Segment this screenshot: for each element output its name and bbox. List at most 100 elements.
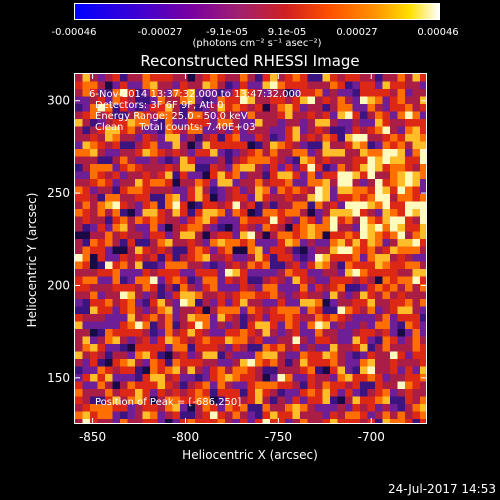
heatmap-cell (315, 329, 324, 338)
heatmap-cell (225, 171, 234, 180)
heatmap-cell (202, 179, 211, 188)
heatmap-cell (210, 224, 219, 233)
heatmap-cell (420, 209, 426, 218)
heatmap-cell (82, 336, 91, 345)
heatmap-cell (105, 216, 114, 225)
heatmap-cell (180, 314, 189, 323)
heatmap-cell (150, 141, 159, 150)
heatmap-cell (157, 351, 166, 360)
heatmap-cell (277, 321, 286, 330)
heatmap-cell (120, 254, 129, 263)
heatmap-cell (225, 276, 234, 285)
heatmap-cell (285, 419, 294, 423)
heatmap-cell (307, 201, 316, 210)
heatmap-cell (172, 411, 181, 420)
heatmap-cell (135, 216, 144, 225)
heatmap-cell (307, 171, 316, 180)
heatmap-cell (322, 216, 331, 225)
heatmap-cell (352, 231, 361, 240)
heatmap-cell (157, 269, 166, 278)
heatmap-cell (187, 134, 196, 143)
heatmap-cell (262, 246, 271, 255)
heatmap-cell (232, 201, 241, 210)
heatmap-cell (217, 411, 226, 420)
heatmap-cell (232, 104, 241, 113)
heatmap-cell (322, 321, 331, 330)
heatmap-cell (345, 389, 354, 398)
heatmap-cell (405, 254, 414, 263)
heatmap-cell (120, 81, 129, 90)
heatmap-cell (247, 171, 256, 180)
heatmap-cell (285, 231, 294, 240)
heatmap-cell (315, 291, 324, 300)
heatmap-cell (120, 74, 129, 83)
heatmap-cell (210, 89, 219, 98)
heatmap-cell (97, 419, 106, 423)
heatmap-cell (352, 276, 361, 285)
heatmap-cell (375, 269, 384, 278)
heatmap-cell (382, 216, 391, 225)
heatmap-cell (217, 156, 226, 165)
heatmap-cell (322, 374, 331, 383)
heatmap-cell (307, 209, 316, 218)
heatmap-cell (405, 111, 414, 120)
heatmap-cell (120, 321, 129, 330)
heatmap-cell (202, 209, 211, 218)
heatmap-cell (262, 366, 271, 375)
heatmap-cell (247, 284, 256, 293)
heatmap-cell (225, 351, 234, 360)
heatmap-cell (292, 179, 301, 188)
heatmap-cell (382, 359, 391, 368)
heatmap-cell (217, 141, 226, 150)
heatmap-cell (112, 389, 121, 398)
heatmap-cell (165, 164, 174, 173)
heatmap-cell (210, 149, 219, 158)
heatmap-cell (337, 231, 346, 240)
heatmap-cell (150, 419, 159, 423)
heatmap-cell (382, 246, 391, 255)
heatmap-cell (142, 351, 151, 360)
heatmap-cell (315, 246, 324, 255)
heatmap-cell (135, 351, 144, 360)
heatmap-cell (127, 164, 136, 173)
heatmap-cell (322, 381, 331, 390)
heatmap-cell (412, 231, 421, 240)
heatmap-cell (367, 381, 376, 390)
heatmap-cell (202, 329, 211, 338)
heatmap-cell (105, 89, 114, 98)
heatmap-cell (90, 351, 99, 360)
heatmap-cell (172, 209, 181, 218)
heatmap-cell (300, 374, 309, 383)
heatmap-cell (307, 314, 316, 323)
heatmap-cell (75, 254, 84, 263)
heatmap-cell (300, 104, 309, 113)
heatmap-cell (382, 396, 391, 405)
heatmap-cell (277, 156, 286, 165)
heatmap-cell (112, 171, 121, 180)
heatmap-cell (142, 89, 151, 98)
heatmap-cell (375, 239, 384, 248)
heatmap-cell (202, 389, 211, 398)
heatmap-cell (247, 321, 256, 330)
heatmap-cell (330, 179, 339, 188)
heatmap-cell (105, 171, 114, 180)
heatmap-cell (375, 119, 384, 128)
heatmap-cell (195, 299, 204, 308)
annotation-time-range: 6-Nov-2014 13:37:32.000 to 13:47:32.000 (89, 89, 302, 100)
heatmap-cell (292, 81, 301, 90)
heatmap-cell (202, 216, 211, 225)
heatmap-cell (352, 419, 361, 423)
heatmap-cell (382, 186, 391, 195)
heatmap-cell (262, 126, 271, 135)
heatmap-cell (202, 164, 211, 173)
heatmap-cell (150, 209, 159, 218)
heatmap-cell (120, 269, 129, 278)
heatmap-cell (135, 284, 144, 293)
heatmap-cell (405, 329, 414, 338)
heatmap-cell (367, 351, 376, 360)
heatmap-cell (397, 276, 406, 285)
heatmap-cell (405, 171, 414, 180)
heatmap-cell (150, 284, 159, 293)
heatmap-cell (382, 389, 391, 398)
heatmap-cell (150, 374, 159, 383)
